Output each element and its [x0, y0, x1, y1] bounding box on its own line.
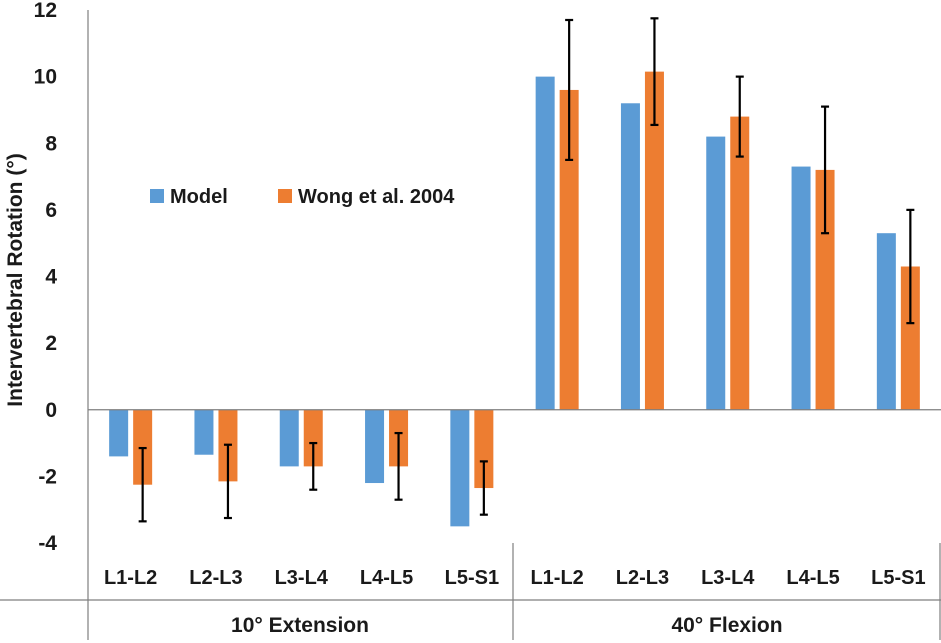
bar-model	[876, 233, 896, 410]
y-tick-label: 6	[45, 199, 57, 222]
bar-model	[109, 409, 129, 457]
y-tick-label: 10	[34, 66, 57, 89]
bar-model	[791, 166, 811, 410]
bar-wong	[303, 409, 323, 467]
bar-model	[450, 409, 470, 527]
bar-wong	[474, 409, 494, 489]
bar-wong	[730, 116, 750, 410]
error-bars	[138, 17, 915, 523]
category-label: L3-L4	[701, 567, 755, 589]
legend: Model Wong et al. 2004	[150, 186, 455, 208]
bar-wong	[644, 71, 664, 410]
category-label: L2-L3	[616, 567, 669, 589]
bar-model	[194, 409, 214, 455]
bar-model	[706, 136, 726, 410]
legend-swatch-wong	[278, 189, 292, 203]
category-label: L5-S1	[445, 567, 499, 589]
bar-wong	[559, 89, 579, 410]
bar-wong	[815, 169, 835, 410]
y-tick-label: 2	[45, 332, 57, 355]
bars	[109, 71, 920, 527]
y-axis-label: Intervertebral Rotation (°)	[4, 153, 27, 406]
category-label: L1-L2	[104, 567, 157, 589]
group-label: 40° Flexion	[671, 614, 782, 637]
y-axis-ticks: -4 -2 0 2 4 6 8 10 12	[34, 0, 58, 555]
bar-model	[535, 76, 555, 410]
legend-swatch-model	[150, 189, 164, 203]
group-label: 10° Extension	[231, 614, 369, 637]
axes	[0, 10, 941, 640]
y-tick-label: -2	[38, 465, 57, 488]
legend-label-wong: Wong et al. 2004	[298, 186, 455, 208]
y-tick-label: 8	[45, 132, 57, 155]
category-labels: L1-L2 L2-L3 L3-L4 L4-L5 L5-S1 L1-L2 L2-L3 L3-L4…	[104, 567, 926, 637]
y-tick-label: 4	[45, 266, 57, 289]
category-label: L4-L5	[360, 567, 413, 589]
legend-label-model: Model	[170, 186, 228, 208]
y-tick-label: -4	[38, 532, 57, 555]
y-axis-label-group: Intervertebral Rotation (°)	[4, 153, 27, 406]
y-tick-label: 12	[34, 0, 57, 22]
category-label: L4-L5	[786, 567, 839, 589]
bar-wong	[900, 266, 920, 410]
category-label: L3-L4	[275, 567, 329, 589]
bar-model	[620, 103, 640, 410]
bar-model	[279, 409, 299, 467]
category-label: L1-L2	[530, 567, 583, 589]
y-tick-label: 0	[45, 399, 57, 422]
category-label: L2-L3	[189, 567, 242, 589]
category-label: L5-S1	[871, 567, 925, 589]
bar-model	[365, 409, 385, 484]
